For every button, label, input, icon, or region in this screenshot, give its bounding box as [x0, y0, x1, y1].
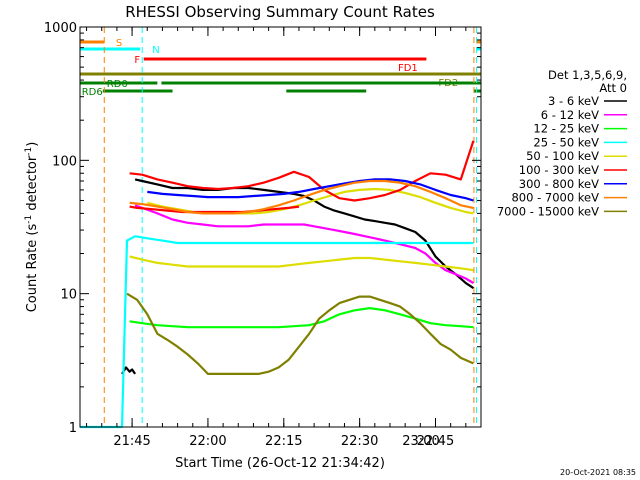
x-tick-label-6: 23:00 [402, 434, 439, 449]
flag-label-rd6: RD6 [82, 87, 103, 98]
y-axis-label-sup2: -1 [24, 147, 34, 156]
series-line-6-1 [129, 205, 300, 214]
y-tick-label-2: 10 [60, 288, 77, 303]
y-axis-label: Count Rate (s-1 detector-1) [24, 142, 40, 313]
series-line-5-1 [129, 255, 474, 272]
flag-label-f: F [134, 55, 140, 66]
y-tick-label-4: 1000 [44, 21, 77, 36]
y-axis: 1 10 100 1000 [44, 21, 481, 436]
series-line-6-2 [129, 140, 475, 202]
plot-frame [79, 26, 482, 428]
series-lines [80, 140, 475, 429]
y-axis-label-mid: detector [25, 155, 40, 215]
legend-label-2: 6 - 12 keV [541, 108, 599, 122]
x-tick-label-4: 22:30 [341, 434, 378, 449]
y-axis-label-sup1: -1 [24, 215, 34, 224]
timestamp: 20-Oct-2021 08:35 [560, 468, 636, 477]
legend-header-1: Det 1,3,5,6,9, [548, 68, 627, 82]
x-tick-label-5: 22:45 [417, 434, 454, 449]
series-line-1-1 [121, 366, 137, 375]
y-axis-label-main: Count Rate (s [25, 224, 40, 313]
series-line-4-2 [134, 235, 474, 245]
series-line-3-1 [129, 307, 474, 329]
x-axis-label: Start Time (26-Oct-12 21:34:42) [175, 456, 385, 471]
x-tick-label-3: 22:15 [265, 434, 302, 449]
flag-bars: SNFFD1FD2RD0RD6 [80, 38, 481, 98]
flag-label-s: S [116, 38, 122, 49]
flag-label-n: N [152, 45, 159, 56]
series-line-9-1 [126, 292, 474, 375]
legend-header-2: Att 0 [599, 81, 627, 95]
legend-label-5: 50 - 100 keV [526, 149, 599, 163]
series-line-8-1 [129, 179, 474, 215]
legend-label-4: 25 - 50 keV [533, 135, 599, 149]
chart-title: RHESSI Observing Summary Count Rates [125, 3, 435, 21]
dashed-markers [103, 27, 477, 427]
legend-label-9: 7000 - 15000 keV [497, 204, 599, 218]
flag-label-fd1: FD1 [398, 63, 418, 74]
legend-label-1: 3 - 6 keV [548, 94, 599, 108]
x-tick-label-1: 21:45 [113, 434, 150, 449]
y-tick-label-1: 1 [69, 421, 77, 436]
y-axis-label-end: ) [25, 142, 40, 147]
series-line-7-1 [147, 178, 474, 202]
legend-label-6: 100 - 300 keV [519, 163, 599, 177]
legend-label-7: 300 - 800 keV [519, 177, 599, 191]
y-tick-label-3: 100 [52, 154, 77, 169]
legend-label-3: 12 - 25 keV [533, 122, 599, 136]
legend-label-8: 800 - 7000 keV [511, 191, 599, 205]
x-tick-label-2: 22:00 [189, 434, 226, 449]
series-line-2-1 [134, 204, 474, 285]
flag-label-rd0: RD0 [107, 79, 128, 90]
